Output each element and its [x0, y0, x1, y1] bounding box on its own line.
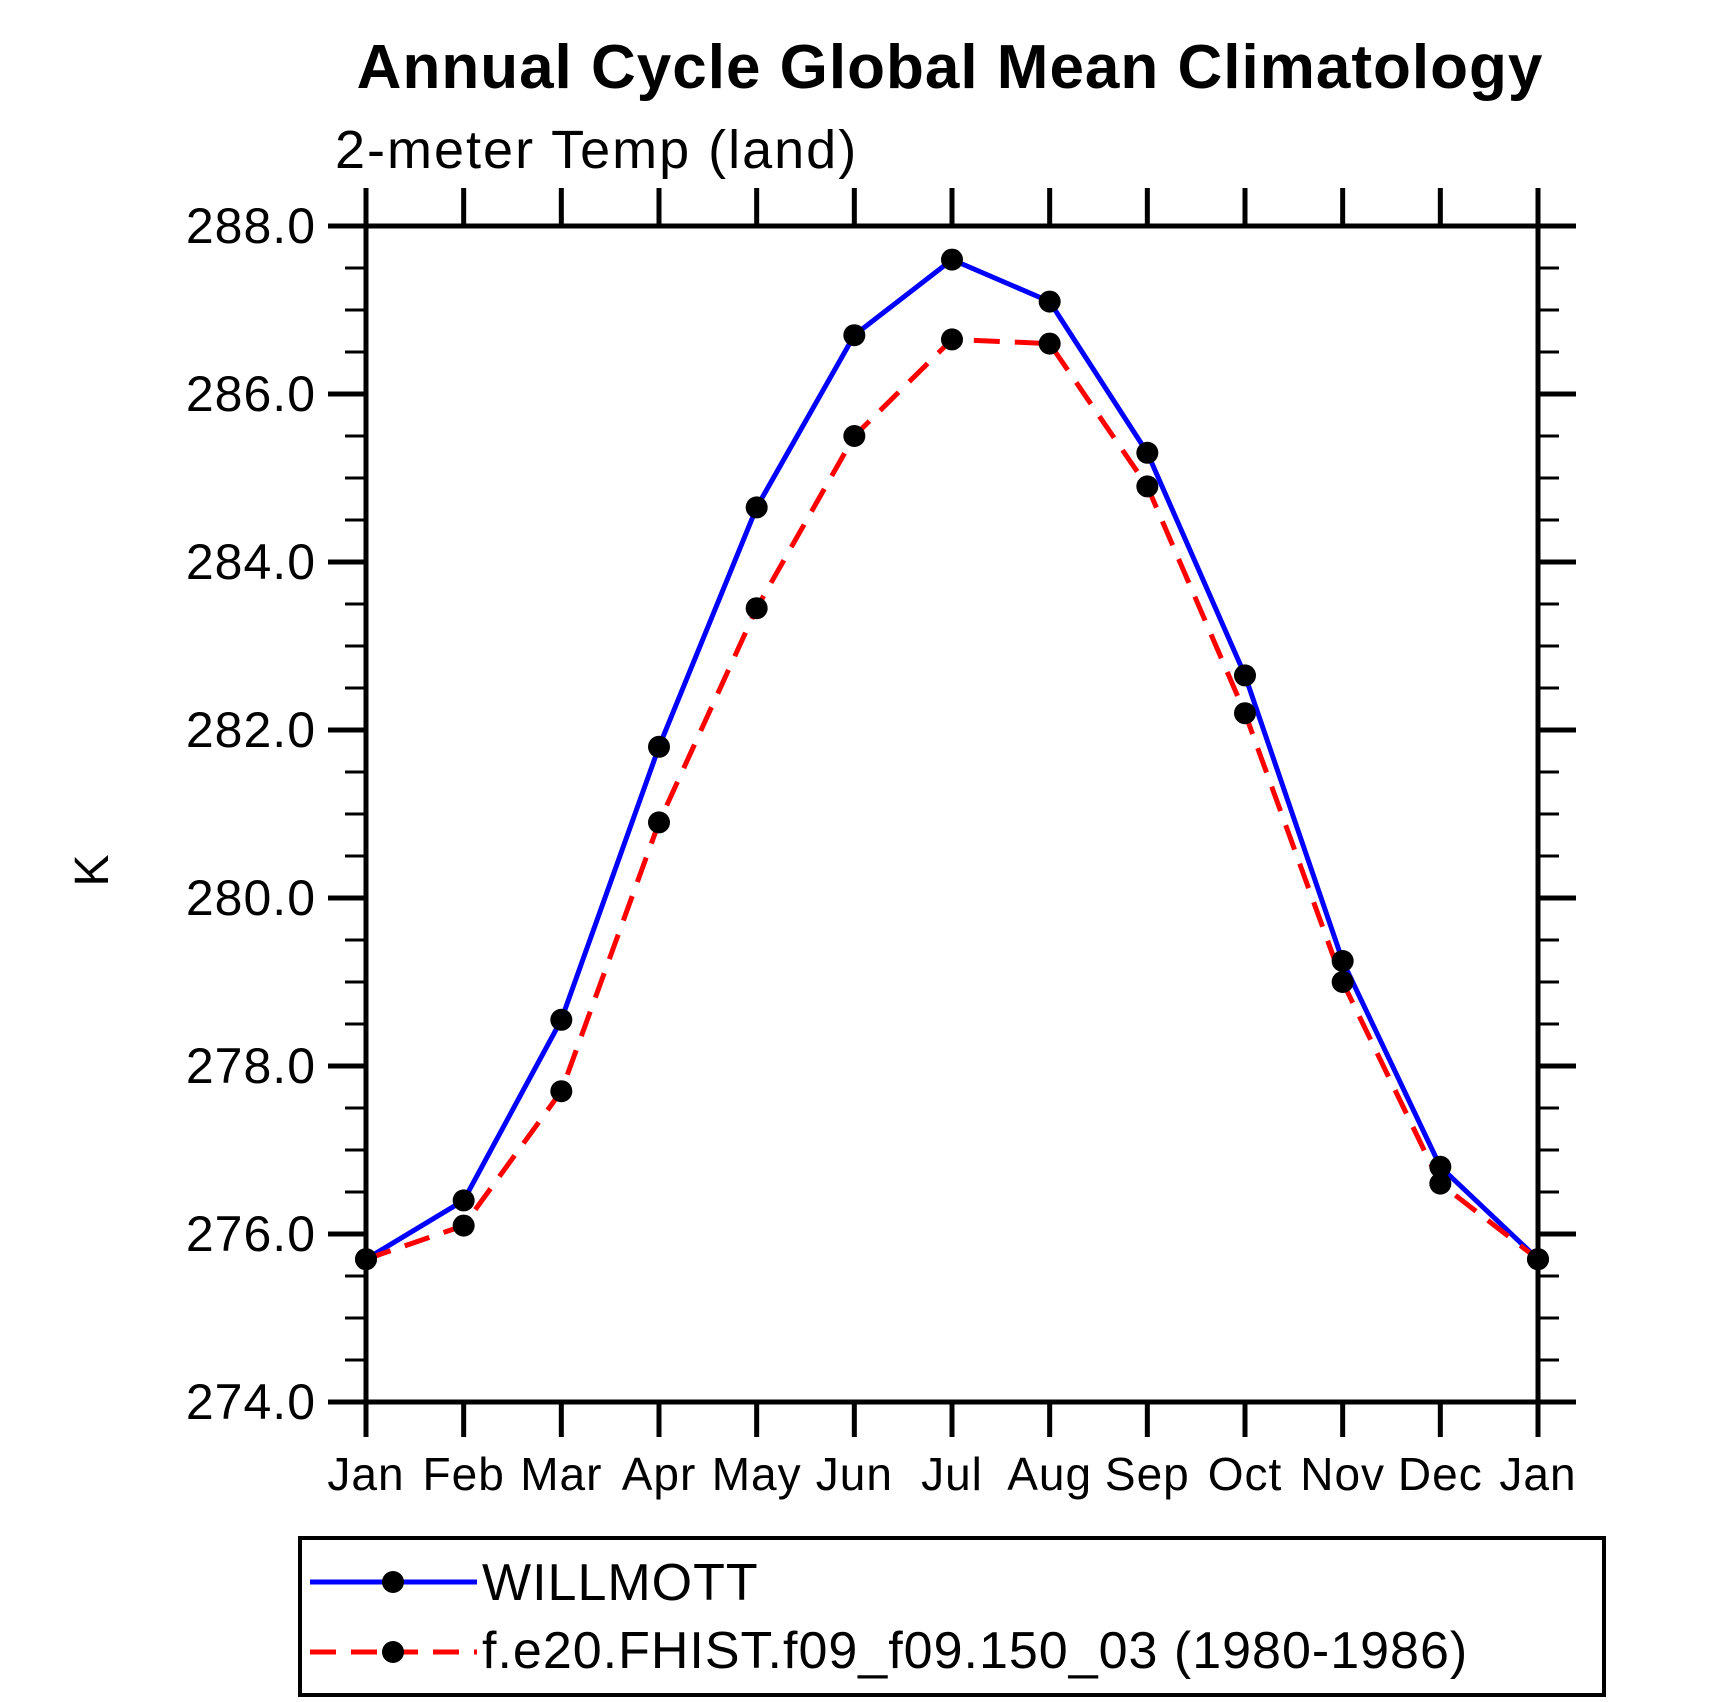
- data-point-marker: [745, 597, 768, 620]
- y-tick-label: 288.0: [186, 198, 316, 254]
- x-tick-label: Oct: [1208, 1448, 1283, 1500]
- data-point-marker: [648, 811, 670, 834]
- x-tick-label: Mar: [520, 1448, 602, 1500]
- data-point-marker: [1136, 475, 1159, 498]
- plot-area: 288.0 286.0 284.0 282.0 280.0 278.0 276.0 274.0…: [186, 188, 1576, 1500]
- x-tick-label: Apr: [622, 1448, 697, 1500]
- y-tick-label: 286.0: [186, 366, 316, 422]
- legend: WILLMOTT f.e20.FHIST.f09_f09.150_03 (198…: [298, 1536, 1606, 1697]
- data-point-marker: [1331, 950, 1354, 972]
- data-point-marker: [1136, 441, 1159, 464]
- x-tick-label: Jul: [921, 1448, 983, 1500]
- chart-subtitle: 2-meter Temp (land): [335, 120, 858, 180]
- data-point-marker: [648, 735, 670, 758]
- data-point-marker: [550, 1008, 573, 1031]
- legend-sample-marker: [382, 1641, 404, 1663]
- data-point-marker: [452, 1214, 475, 1237]
- data-point-marker: [843, 425, 866, 447]
- data-point-marker: [941, 248, 963, 271]
- data-point-marker: [843, 324, 866, 347]
- y-tick-label: 282.0: [186, 702, 316, 758]
- x-tick-label: Aug: [1007, 1448, 1092, 1500]
- data-point-marker: [1234, 702, 1256, 725]
- plot-frame: [363, 223, 1541, 1405]
- x-tick-label: Feb: [423, 1448, 505, 1500]
- series-line-willmott: [364, 256, 1540, 1262]
- y-tick-label: 284.0: [186, 534, 316, 590]
- chart-title: Annual Cycle Global Mean Climatology: [357, 33, 1544, 102]
- data-point-marker: [1429, 1155, 1452, 1178]
- legend-samples: [310, 1571, 477, 1663]
- legend-sample-marker: [382, 1571, 404, 1593]
- series-line-model: [365, 336, 1540, 1262]
- data-point-marker: [452, 1189, 475, 1212]
- legend-box: [298, 1536, 1606, 1697]
- data-point-marker: [550, 1080, 573, 1103]
- legend-label-willmott: WILLMOTT: [482, 1554, 759, 1612]
- y-tick-label: 280.0: [186, 870, 316, 926]
- data-point-marker: [1527, 1248, 1549, 1271]
- x-tick-label: Sep: [1105, 1448, 1190, 1500]
- y-axis-title: K: [66, 853, 119, 886]
- y-tick-label: 278.0: [186, 1038, 316, 1094]
- y-tick-label: 274.0: [186, 1374, 316, 1430]
- x-tick-label: Jan: [1499, 1448, 1576, 1500]
- data-point-marker: [1038, 290, 1061, 313]
- legend-label-model: f.e20.FHIST.f09_f09.150_03 (1980-1986): [482, 1622, 1468, 1680]
- x-tick-label: May: [712, 1448, 802, 1500]
- data-point-marker: [1038, 332, 1061, 355]
- x-tick-label: Jun: [816, 1448, 893, 1500]
- y-tick-label: 276.0: [186, 1206, 316, 1262]
- data-point-marker: [941, 328, 963, 351]
- data-point-marker: [1429, 1172, 1452, 1195]
- data-point-marker: [1331, 971, 1354, 993]
- data-point-marker: [355, 1248, 377, 1271]
- x-tick-label: Nov: [1300, 1448, 1385, 1500]
- x-tick-label: Jan: [327, 1448, 404, 1500]
- data-point-marker: [745, 496, 768, 519]
- data-point-marker: [1234, 664, 1256, 687]
- x-tick-label: Dec: [1398, 1448, 1483, 1500]
